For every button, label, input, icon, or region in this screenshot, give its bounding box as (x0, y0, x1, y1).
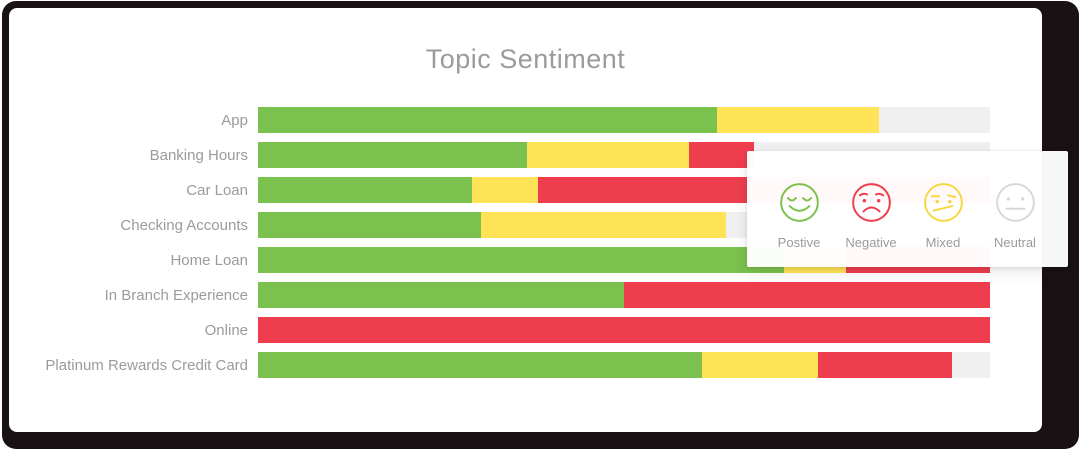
bar-segment-positive[interactable] (258, 107, 717, 133)
bar-segment-positive[interactable] (258, 142, 528, 168)
bar-track (258, 352, 990, 378)
legend-item-label: Neutral (994, 235, 1036, 250)
legend-panel: Postive Negative Mixed Neutral (747, 151, 1068, 267)
bar-segment-mixed[interactable] (716, 107, 879, 133)
bar-segment-positive[interactable] (258, 177, 472, 203)
bar-track (258, 282, 990, 308)
legend-item-negative[interactable]: Negative (835, 181, 907, 267)
mixed-face-icon (923, 183, 963, 222)
chart-row: In Branch Experience (9, 282, 990, 308)
legend-item-label: Mixed (925, 235, 961, 250)
bar-segment-neutral[interactable] (878, 107, 990, 133)
bar-track (258, 142, 990, 168)
bar-segment-positive[interactable] (258, 282, 624, 308)
bar-segment-mixed[interactable] (701, 352, 818, 378)
bar-segment-mixed[interactable] (480, 212, 726, 238)
legend-item-label: Negative (845, 235, 897, 250)
category-label: Platinum Rewards Credit Card (45, 356, 248, 374)
category-label: Online (204, 321, 248, 339)
bar-segment-neutral[interactable] (951, 352, 990, 378)
legend-item-label: Postive (777, 235, 821, 250)
bar-segment-positive[interactable] (258, 212, 481, 238)
category-label: Car Loan (186, 181, 248, 199)
category-label: Home Loan (170, 251, 248, 269)
negative-face-icon (851, 183, 891, 222)
bar-segment-positive[interactable] (258, 352, 702, 378)
legend-item-neutral[interactable]: Neutral (979, 181, 1051, 267)
neutral-face-icon (995, 183, 1035, 222)
bar-track (258, 317, 990, 343)
bar-segment-mixed[interactable] (471, 177, 538, 203)
sentiment-stacked-bar-chart: App Banking Hours Car Loan Checking Account… (9, 107, 990, 387)
category-label: In Branch Experience (104, 286, 248, 304)
chart-row: Banking Hours (9, 142, 990, 168)
chart-title: Topic Sentiment (425, 44, 626, 74)
legend-item-mixed[interactable]: Mixed (907, 181, 979, 267)
bar-segment-negative[interactable] (258, 317, 990, 343)
chart-row: Online (9, 317, 990, 343)
category-label: Banking Hours (149, 146, 248, 164)
chart-row: App (9, 107, 990, 133)
bar-segment-mixed[interactable] (527, 142, 690, 168)
positive-face-icon (779, 183, 819, 222)
bar-segment-negative[interactable] (817, 352, 952, 378)
bar-track (258, 107, 990, 133)
bar-segment-negative[interactable] (624, 282, 990, 308)
category-label: Checking Accounts (120, 216, 248, 234)
chart-row: Platinum Rewards Credit Card (9, 352, 990, 378)
category-label: App (221, 111, 248, 129)
legend-item-positive[interactable]: Postive (763, 181, 835, 267)
bar-segment-positive[interactable] (258, 247, 785, 273)
bar-segment-negative[interactable] (689, 142, 755, 168)
